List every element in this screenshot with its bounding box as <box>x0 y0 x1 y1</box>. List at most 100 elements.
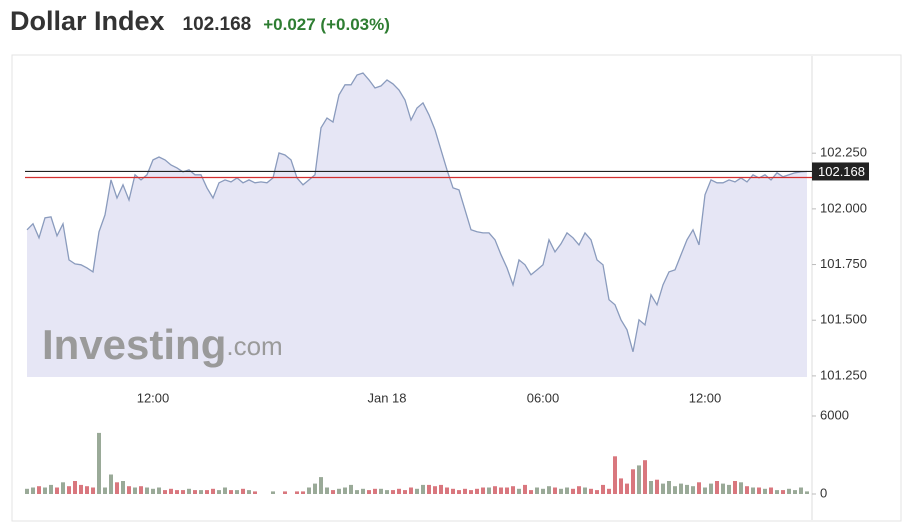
volume-bar <box>745 486 749 494</box>
y-tick-label: 102.250 <box>820 145 867 160</box>
volume-bar <box>595 490 599 494</box>
volume-bar <box>325 487 329 494</box>
volume-bar <box>727 484 731 494</box>
price-line <box>26 72 808 352</box>
volume-bar <box>373 488 377 494</box>
volume-bar <box>655 479 659 494</box>
volume-bar <box>175 490 179 494</box>
volume-bar <box>787 488 791 494</box>
volume-bar <box>613 456 617 494</box>
volume-bar <box>463 488 467 494</box>
volume-bar <box>361 488 365 494</box>
volume-bar <box>385 490 389 494</box>
volume-bar <box>343 487 347 494</box>
volume-bar <box>49 484 53 494</box>
volume-bar <box>355 490 359 494</box>
volume-bar <box>685 484 689 494</box>
volume-bar <box>67 486 71 494</box>
volume-bar <box>163 490 167 494</box>
volume-bar <box>625 483 629 494</box>
watermark: Investing.com <box>42 321 283 368</box>
volume-bar <box>313 483 317 494</box>
volume-bar <box>421 484 425 494</box>
volume-bar <box>583 487 587 494</box>
chart-frame <box>11 54 902 522</box>
volume-bar <box>271 491 275 494</box>
volume-bar <box>247 490 251 494</box>
volume-bar <box>55 487 59 494</box>
volume-bar <box>25 488 29 494</box>
volume-bar <box>535 487 539 494</box>
volume-bar <box>379 488 383 494</box>
volume-bar <box>79 484 83 494</box>
volume-bar <box>709 483 713 494</box>
volume-bar <box>109 474 113 494</box>
volume-bar <box>349 484 353 494</box>
volume-bar <box>547 486 551 494</box>
volume-bar <box>445 487 449 494</box>
volume-bar <box>151 488 155 494</box>
volume-bar <box>499 487 503 494</box>
volume-bar <box>415 488 419 494</box>
volume-bar <box>703 487 707 494</box>
volume-bar <box>115 482 119 494</box>
volume-bar <box>61 482 65 494</box>
volume-bar <box>601 484 605 494</box>
volume-bar <box>331 490 335 494</box>
volume-bar <box>577 486 581 494</box>
volume-bar <box>529 490 533 494</box>
volume-bar <box>241 488 245 494</box>
volume-bar <box>769 487 773 494</box>
volume-bar <box>91 487 95 494</box>
volume-bar <box>295 491 299 494</box>
volume-bar <box>505 487 509 494</box>
volume-bar <box>439 484 443 494</box>
volume-bar <box>253 491 257 494</box>
volume-bar <box>559 488 563 494</box>
watermark-brand: Investing <box>42 321 226 368</box>
volume-bar <box>283 491 287 494</box>
volume-bar <box>205 490 209 494</box>
x-tick-label: Jan 18 <box>367 390 406 405</box>
volume-bar <box>433 486 437 494</box>
volume-bar <box>649 481 653 494</box>
volume-bar <box>457 490 461 494</box>
y-tick-label: 0 <box>820 485 827 500</box>
volume-bar <box>73 481 77 494</box>
volume-bar <box>487 487 491 494</box>
volume-bar <box>187 488 191 494</box>
volume-bar <box>799 487 803 494</box>
volume-bar <box>541 488 545 494</box>
volume-bar <box>199 490 203 494</box>
y-tick-label: 101.750 <box>820 256 867 271</box>
volume-bar <box>751 487 755 494</box>
volume-bar <box>631 469 635 494</box>
volume-bar <box>319 477 323 494</box>
x-tick-label: 06:00 <box>527 390 560 405</box>
volume-bar <box>475 488 479 494</box>
volume-bar <box>193 490 197 494</box>
volume-bar <box>637 465 641 494</box>
volume-bar <box>679 483 683 494</box>
volume-bar <box>43 487 47 494</box>
volume-bar <box>691 486 695 494</box>
volume-bar <box>31 487 35 494</box>
volume-bar <box>217 490 221 494</box>
volume-bar <box>157 487 161 494</box>
volume-bar <box>103 487 107 494</box>
volume-bar <box>481 487 485 494</box>
volume-bar <box>211 488 215 494</box>
x-tick-label: 12:00 <box>689 390 722 405</box>
volume-bar <box>367 490 371 494</box>
volume-bar <box>337 488 341 494</box>
watermark-suffix: .com <box>226 331 282 361</box>
volume-bar <box>223 487 227 494</box>
volume-bar <box>733 481 737 494</box>
volume-bar <box>565 487 569 494</box>
volume-bar <box>97 432 101 494</box>
volume-bar <box>523 484 527 494</box>
volume-bar <box>391 490 395 494</box>
volume-bar <box>427 484 431 494</box>
volume-bar <box>661 483 665 494</box>
